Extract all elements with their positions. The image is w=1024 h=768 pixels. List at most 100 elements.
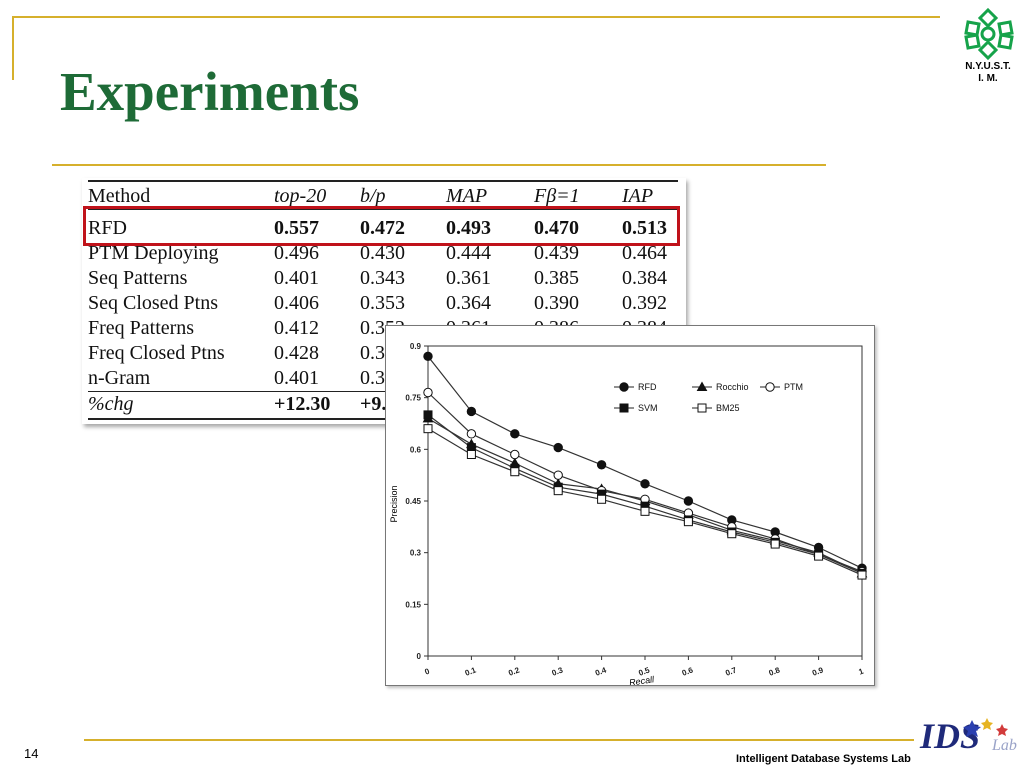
x-tick-label: 0.8: [768, 665, 782, 677]
data-point-svm: [423, 410, 433, 420]
table-header-row: Method top-20 b/p MAP Fβ=1 IAP: [82, 185, 686, 209]
top-gold-rule: [12, 16, 940, 18]
y-tick-label: 0: [417, 652, 422, 661]
data-point-bm25: [510, 467, 520, 477]
page-number: 14: [24, 746, 39, 761]
data-point-bm25: [553, 486, 563, 496]
value-cell: 0.353: [360, 292, 405, 314]
table-row: Seq Patterns 0.401 0.343 0.361 0.385 0.3…: [82, 267, 686, 291]
table-row: RFD 0.557 0.472 0.493 0.470 0.513: [82, 217, 686, 241]
data-point-rfd: [640, 479, 650, 489]
value-cell: 0.3: [360, 342, 385, 364]
legend-marker-bm25: [697, 403, 707, 413]
value-cell: 0.493: [446, 217, 491, 239]
table-row: Seq Closed Ptns 0.406 0.353 0.364 0.390 …: [82, 292, 686, 316]
value-cell: 0.557: [274, 217, 319, 239]
data-point-bm25: [683, 517, 693, 527]
ids-logo-sub: Lab: [991, 737, 1017, 754]
method-cell: Freq Patterns: [88, 317, 195, 339]
table-top-rule: [88, 180, 678, 182]
value-cell: 0.361: [446, 267, 491, 289]
method-cell: Seq Closed Ptns: [88, 292, 219, 314]
data-point-ptm: [510, 449, 520, 460]
y-tick-label: 0.75: [405, 394, 421, 403]
legend-label-rfd: RFD: [638, 382, 657, 392]
x-axis-title: Recall: [629, 674, 656, 685]
legend-label-svm: SVM: [638, 403, 658, 413]
y-tick-label: 0.3: [410, 549, 422, 558]
chart-svg: 0 0.15 0.3 0.45 0.6 0.75 0.9 0 0.1 0.2 0.3 0.4 0.5 0.…: [389, 342, 868, 685]
data-point-bm25: [466, 450, 476, 459]
data-point-bm25: [597, 494, 607, 504]
legend-label-ptm: PTM: [784, 382, 803, 392]
value-cell: 0.472: [360, 217, 405, 239]
y-tick-label: 0.6: [410, 445, 422, 454]
value-cell: 0.428: [274, 342, 319, 364]
table-change-rule: [88, 391, 678, 392]
data-point-ptm: [466, 429, 477, 439]
data-point-rfd: [510, 429, 520, 439]
x-tick-label: 1: [858, 666, 866, 676]
x-tick-label: 0: [424, 666, 432, 676]
data-point-rfd: [596, 460, 607, 470]
title-underline-rule: [52, 164, 826, 166]
left-gold-rule: [12, 16, 14, 80]
value-cell: 0.384: [622, 267, 667, 289]
legend-label-bm25: BM25: [716, 403, 740, 413]
legend-marker-svm: [619, 403, 629, 413]
value-cell: 0.385: [534, 267, 579, 289]
value-cell: 0.392: [622, 292, 667, 314]
header-method: Method: [88, 185, 151, 207]
x-tick-label: 0.5: [637, 665, 651, 677]
x-tick-label: 0.2: [507, 665, 521, 677]
data-point-rfd: [683, 496, 694, 506]
table-row: n-Gram 0.401 0.3: [82, 367, 686, 391]
method-cell: Freq Closed Ptns: [88, 342, 225, 364]
results-table: Method top-20 b/p MAP Fβ=1 IAP RFD 0.557…: [82, 178, 686, 424]
value-cell: 0.3: [360, 367, 385, 389]
change-value: +12.30: [274, 393, 331, 415]
header-bp: b/p: [360, 185, 386, 207]
footer-gold-rule: [84, 739, 914, 741]
value-cell: 0.412: [274, 317, 319, 339]
value-cell: 0.444: [446, 242, 491, 264]
data-point-bm25: [770, 539, 780, 549]
legend-marker-ptm: [765, 382, 775, 392]
method-cell: PTM Deploying: [88, 242, 219, 264]
data-point-rfd: [466, 406, 477, 417]
data-point-bm25: [814, 551, 824, 561]
value-cell: 0.364: [446, 292, 491, 314]
header-fbeta: Fβ=1: [534, 185, 580, 207]
value-cell: 0.439: [534, 242, 579, 264]
legend-marker-rfd: [619, 382, 629, 392]
x-tick-label: 0.7: [724, 665, 738, 677]
y-tick-label: 0.15: [405, 600, 421, 609]
x-tick-label: 0.1: [464, 665, 478, 677]
value-cell: 0.343: [360, 267, 405, 289]
y-tick-label: 0.45: [405, 497, 421, 506]
header-iap: IAP: [622, 185, 654, 207]
legend-label-rocchio: Rocchio: [716, 382, 749, 392]
method-cell: RFD: [88, 217, 127, 239]
table-bottom-rule: [88, 418, 678, 420]
slide-title: Experiments: [60, 61, 360, 122]
rfd-row-highlight: [83, 206, 680, 246]
y-tick-label: 0.9: [410, 342, 422, 351]
method-cell: n-Gram: [88, 367, 151, 389]
data-point-bm25: [857, 570, 867, 580]
data-point-ptm: [553, 470, 563, 480]
ids-lab-logo-icon: IDS Lab: [919, 716, 1017, 756]
ids-logo-text: IDS: [919, 716, 980, 756]
table-row: PTM Deploying 0.496 0.430 0.444 0.439 0.…: [82, 242, 686, 266]
value-cell: 0.390: [534, 292, 579, 314]
university-logo-icon: [964, 7, 1014, 61]
value-cell: 0.430: [360, 242, 405, 264]
data-point-rfd: [423, 351, 433, 362]
x-tick-label: 0.9: [811, 665, 825, 677]
value-cell: 0.470: [534, 217, 579, 239]
change-label: %chg: [88, 393, 134, 415]
data-point-rfd: [553, 442, 563, 453]
data-point-bm25: [423, 424, 433, 434]
data-point-bm25: [640, 506, 650, 516]
table-header-rule: [88, 209, 678, 210]
